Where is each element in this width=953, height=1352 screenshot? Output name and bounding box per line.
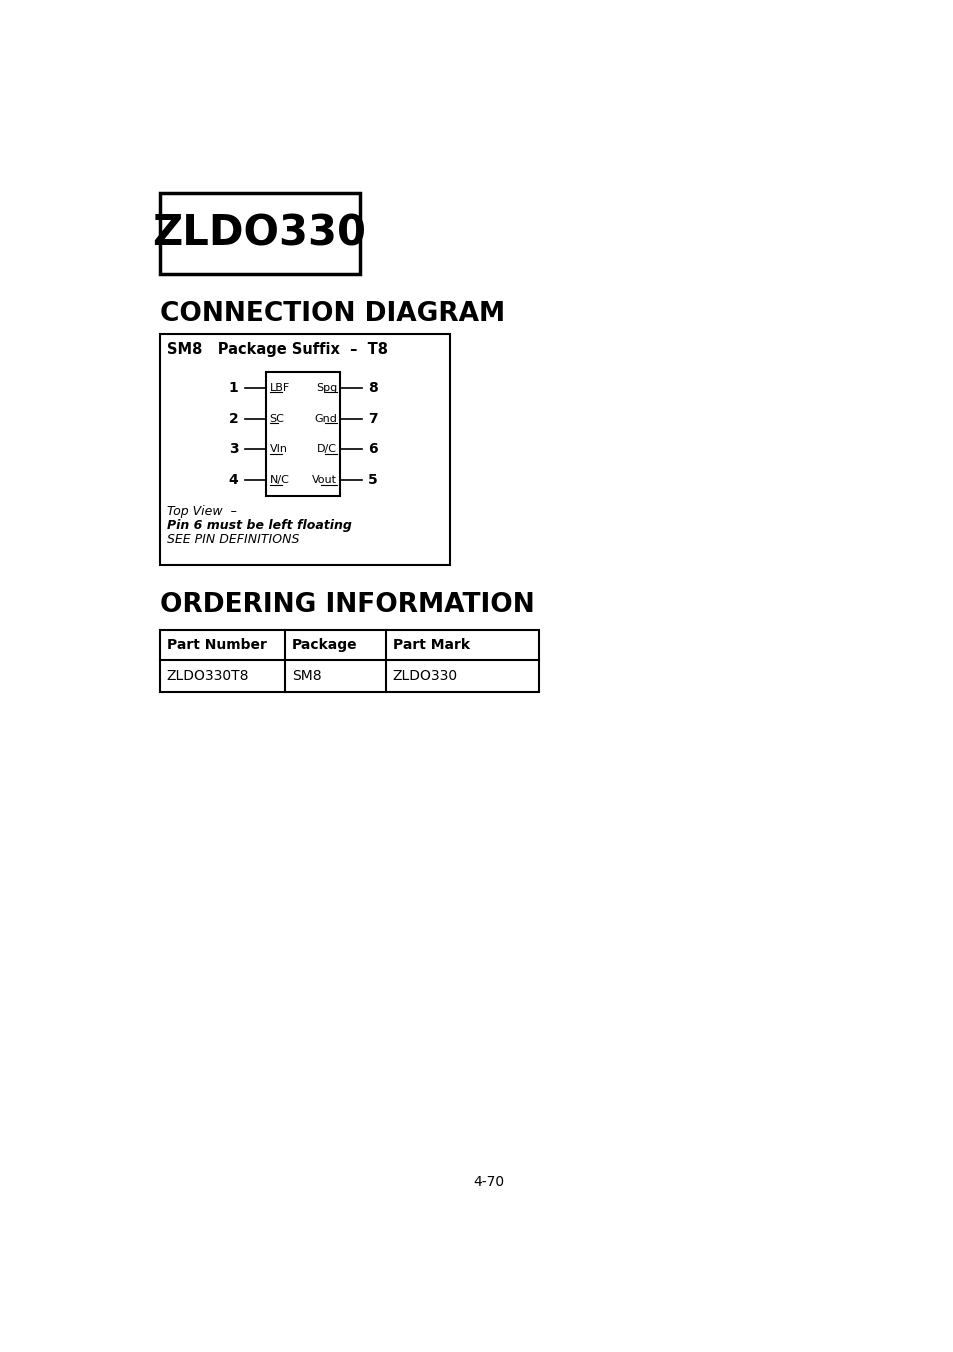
Text: SC: SC (270, 414, 284, 423)
Text: N/C: N/C (270, 476, 289, 485)
Bar (159, 630, 538, 692)
Text: 6: 6 (368, 442, 377, 457)
Text: Part Number: Part Number (167, 638, 266, 652)
Text: 7: 7 (368, 411, 377, 426)
Text: 4-70: 4-70 (473, 1175, 504, 1190)
Text: VIn: VIn (270, 445, 287, 454)
Text: ORDERING INFORMATION: ORDERING INFORMATION (159, 592, 534, 618)
Text: ZLDO330: ZLDO330 (152, 212, 366, 254)
Text: Gnd: Gnd (314, 414, 336, 423)
Text: 4: 4 (229, 473, 238, 487)
Text: SM8: SM8 (292, 669, 321, 683)
Text: 2: 2 (229, 411, 238, 426)
Text: Package: Package (292, 638, 357, 652)
Text: ZLDO330: ZLDO330 (393, 669, 457, 683)
Text: SM8   Package Suffix  –  T8: SM8 Package Suffix – T8 (167, 342, 388, 357)
Text: ZLDO330T8: ZLDO330T8 (167, 669, 249, 683)
Text: Spg: Spg (315, 383, 336, 393)
Text: D/C: D/C (316, 445, 336, 454)
Bar (266, 372, 340, 496)
Text: Part Mark: Part Mark (393, 638, 469, 652)
Text: 3: 3 (229, 442, 238, 457)
Text: 8: 8 (368, 381, 377, 395)
Text: Pin 6 must be left floating: Pin 6 must be left floating (167, 519, 352, 531)
Bar (159, 334, 450, 565)
Text: CONNECTION DIAGRAM: CONNECTION DIAGRAM (159, 301, 504, 327)
Text: Top View  –: Top View – (167, 504, 237, 518)
Bar (159, 193, 359, 274)
Text: 1: 1 (229, 381, 238, 395)
Text: SEE PIN DEFINITIONS: SEE PIN DEFINITIONS (167, 533, 299, 546)
Text: LBF: LBF (270, 383, 290, 393)
Text: 5: 5 (368, 473, 377, 487)
Text: Vout: Vout (312, 476, 336, 485)
